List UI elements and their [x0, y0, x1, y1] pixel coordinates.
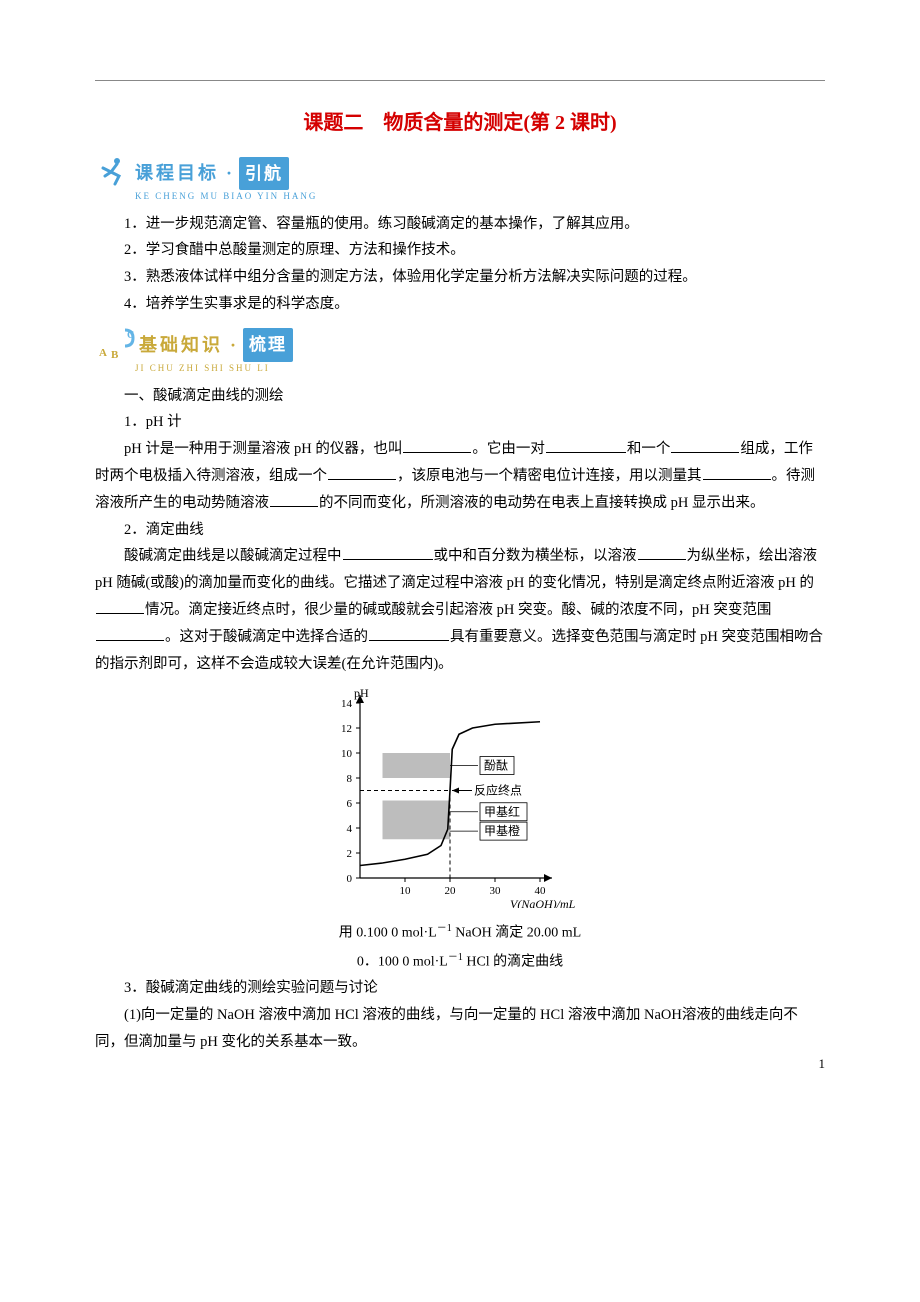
page-title: 课题二 物质含量的测定(第 2 课时): [95, 105, 825, 142]
svg-text:pH: pH: [354, 686, 369, 700]
svg-text:14: 14: [341, 698, 353, 710]
section-3: 3．酸碱滴定曲线的测绘实验问题与讨论 (1)向一定量的 NaOH 溶液中滴加 H…: [95, 975, 825, 1055]
blank: [328, 464, 396, 480]
chart-caption-line1: 用 0.100 0 mol·L－1 NaOH 滴定 20.00 mL: [95, 920, 825, 947]
blank: [638, 545, 686, 561]
svg-text:V(NaOH)/mL: V(NaOH)/mL: [510, 897, 576, 908]
blank: [703, 464, 771, 480]
svg-text:酚酞: 酚酞: [484, 758, 508, 773]
svg-text:10: 10: [400, 885, 412, 897]
svg-text:8: 8: [347, 773, 353, 785]
blank: [96, 625, 164, 641]
svg-text:反应终点: 反应终点: [474, 783, 522, 798]
dot-icon: ·: [230, 329, 236, 362]
blank: [343, 545, 433, 561]
svg-text:10: 10: [341, 748, 353, 760]
runner-icon: [95, 154, 131, 190]
svg-text:A: A: [99, 347, 107, 359]
page-number: 1: [819, 1052, 826, 1076]
banner1-main: 课程目标: [135, 157, 219, 190]
banner-basic-knowledge: C A B 基础知识 · 梳理 JI CHU ZHI SHI SHU LI: [95, 326, 825, 377]
svg-text:B: B: [111, 349, 119, 361]
blank: [96, 599, 144, 615]
titration-chart: 0 2 4 6 8 10 12 14 10 20 30 40 pH V(NaOH)/mL 反应终点 酚酞甲基红…: [95, 683, 825, 918]
blank: [403, 438, 471, 454]
dot-icon: ·: [226, 157, 232, 190]
sec3-para: (1)向一定量的 NaOH 溶液中滴加 HCl 溶液的曲线，与向一定量的 HCl…: [95, 1002, 825, 1056]
banner2-box: 梳理: [243, 328, 293, 361]
section-1: 一、酸碱滴定曲线的测绘 1．pH 计 pH 计是一种用于测量溶液 pH 的仪器，…: [95, 383, 825, 678]
svg-text:2: 2: [347, 848, 353, 860]
abc-icon: C A B: [95, 326, 135, 362]
svg-text:20: 20: [445, 885, 457, 897]
svg-text:0: 0: [347, 873, 353, 885]
banner-course-objectives: 课程目标 · 引航 KE CHENG MU BIAO YIN HANG: [95, 154, 825, 205]
svg-text:40: 40: [535, 885, 547, 897]
sec1-sub2: 2．滴定曲线: [95, 517, 825, 544]
svg-text:甲基红: 甲基红: [484, 804, 520, 819]
objective-4: 4．培养学生实事求是的科学态度。: [95, 291, 825, 318]
chart-caption-line2: 0．100 0 mol·L－1 HCl 的滴定曲线: [95, 949, 825, 976]
svg-text:甲基橙: 甲基橙: [484, 824, 520, 839]
sec1-sub1: 1．pH 计: [95, 409, 825, 436]
blank: [546, 438, 626, 454]
sec1-para1: pH 计是一种用于测量溶液 pH 的仪器，也叫。它由一对和一个组成，工作时两个电…: [95, 436, 825, 516]
sec1-heading: 一、酸碱滴定曲线的测绘: [95, 383, 825, 410]
sec1-para2: 酸碱滴定曲线是以酸碱滴定过程中或中和百分数为横坐标，以溶液为纵坐标，绘出溶液 p…: [95, 543, 825, 677]
objectives-block: 1．进一步规范滴定管、容量瓶的使用。练习酸碱滴定的基本操作，了解其应用。 2．学…: [95, 211, 825, 318]
sec3-heading: 3．酸碱滴定曲线的测绘实验问题与讨论: [95, 975, 825, 1002]
blank: [671, 438, 739, 454]
banner1-pinyin: KE CHENG MU BIAO YIN HANG: [135, 188, 825, 205]
blank: [270, 491, 318, 507]
svg-text:6: 6: [347, 798, 353, 810]
objective-2: 2．学习食醋中总酸量测定的原理、方法和操作技术。: [95, 237, 825, 264]
svg-text:12: 12: [341, 723, 352, 735]
top-rule: [95, 80, 825, 81]
svg-text:C: C: [127, 330, 134, 341]
banner2-main: 基础知识: [139, 329, 223, 362]
objective-3: 3．熟悉液体试样中组分含量的测定方法，体验用化学定量分析方法解决实际问题的过程。: [95, 264, 825, 291]
svg-text:4: 4: [347, 823, 353, 835]
banner2-pinyin: JI CHU ZHI SHI SHU LI: [135, 360, 825, 377]
objective-1: 1．进一步规范滴定管、容量瓶的使用。练习酸碱滴定的基本操作，了解其应用。: [95, 211, 825, 238]
banner1-box: 引航: [239, 157, 289, 190]
svg-text:30: 30: [490, 885, 502, 897]
blank: [369, 625, 449, 641]
